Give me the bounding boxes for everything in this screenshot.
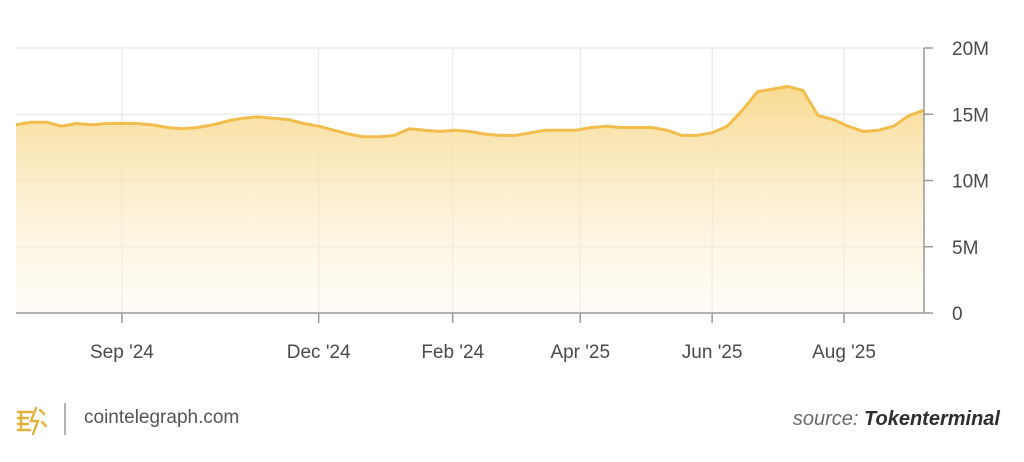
x-axis-ticks: Sep '24 Dec '24 Feb '24 Apr '25 Jun '25 Aug '… [90, 313, 876, 363]
x-tick-label: Jun '25 [682, 342, 743, 363]
footer-divider [64, 403, 66, 435]
x-tick-label: Feb '24 [421, 342, 484, 363]
footer: cointelegraph.com source: Tokenterminal [0, 395, 1024, 445]
x-tick-label: Dec '24 [287, 342, 351, 363]
x-tick-label: Sep '24 [90, 342, 154, 363]
cointelegraph-logo-icon [16, 406, 48, 436]
y-tick-label: 20M [952, 39, 989, 60]
x-tick-label: Aug '25 [812, 342, 876, 363]
source-credit: source: Tokenterminal [793, 408, 1000, 431]
source-name: Tokenterminal [864, 408, 1000, 430]
y-tick-label: 5M [952, 238, 978, 259]
y-tick-label: 10M [952, 172, 989, 193]
series-line [15, 84, 925, 139]
x-tick-label: Apr '25 [550, 342, 610, 363]
area-chart: 0 5M 10M 15M 20M Sep '24 Dec '24 Feb '24 Apr '2… [15, 39, 989, 363]
site-name: cointelegraph.com [84, 407, 240, 428]
y-tick-label: 15M [952, 105, 989, 126]
y-axis-ticks: 0 5M 10M 15M 20M [924, 39, 989, 325]
area-fill [16, 86, 924, 314]
source-prefix: source: [792, 408, 865, 430]
y-tick-label: 0 [952, 304, 963, 325]
